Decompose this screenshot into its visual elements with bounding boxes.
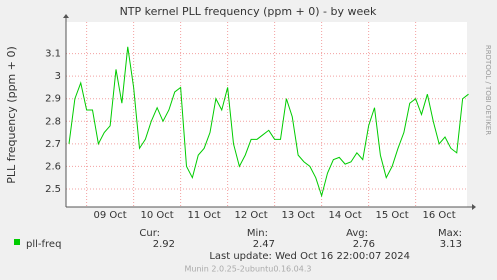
y-tick-label: 2.6 (45, 161, 61, 172)
stat-value: 2.47 (253, 239, 275, 250)
y-axis-label: PLL frequency (ppm + 0) (5, 46, 18, 184)
stat-header: Max: (438, 228, 462, 239)
chart-title: NTP kernel PLL frequency (ppm + 0) - by … (120, 5, 377, 18)
y-tick-label: 2.7 (45, 139, 61, 150)
x-tick-label: 15 Oct (376, 210, 409, 221)
stat-value: 2.92 (153, 239, 175, 250)
y-tick-label: 2.8 (45, 116, 61, 127)
stat-header: Cur: (139, 228, 160, 239)
legend-label: pll-freq (26, 239, 61, 250)
data-line (68, 46, 469, 198)
x-tick-label: 16 Oct (423, 210, 456, 221)
y-tick-label: 2.9 (45, 94, 61, 105)
plot (66, 22, 469, 207)
x-tick-label: 10 Oct (141, 210, 174, 221)
x-axis-arrow (472, 204, 476, 210)
last-update: Last update: Wed Oct 16 22:00:07 2024 (209, 251, 410, 262)
x-tick-label: 12 Oct (235, 210, 268, 221)
x-tick-label: 11 Oct (188, 210, 221, 221)
footer: Munin 2.0.25-2ubuntu0.16.04.3 (185, 265, 312, 274)
y-tick-label: 2.5 (45, 184, 61, 195)
stat-value: 2.76 (353, 239, 375, 250)
legend-swatch (14, 239, 20, 245)
side-credit: RRDTOOL / TOBI OETIKER (484, 45, 492, 135)
stat-header: Avg: (346, 228, 368, 239)
x-tick-label: 13 Oct (282, 210, 315, 221)
x-tick-label: 09 Oct (94, 210, 127, 221)
y-tick-label: 3.1 (45, 49, 61, 60)
stat-header: Min: (247, 228, 268, 239)
plot-area (66, 22, 467, 207)
y-axis-arrow (63, 14, 69, 18)
y-tick-label: 3 (55, 71, 61, 82)
stat-value: 3.13 (440, 239, 462, 250)
x-tick-label: 14 Oct (329, 210, 362, 221)
